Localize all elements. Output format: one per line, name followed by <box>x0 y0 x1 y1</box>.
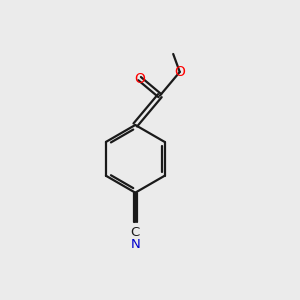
Text: O: O <box>134 72 145 86</box>
Text: N: N <box>130 238 140 251</box>
Text: C: C <box>131 226 140 239</box>
Text: O: O <box>174 65 185 79</box>
